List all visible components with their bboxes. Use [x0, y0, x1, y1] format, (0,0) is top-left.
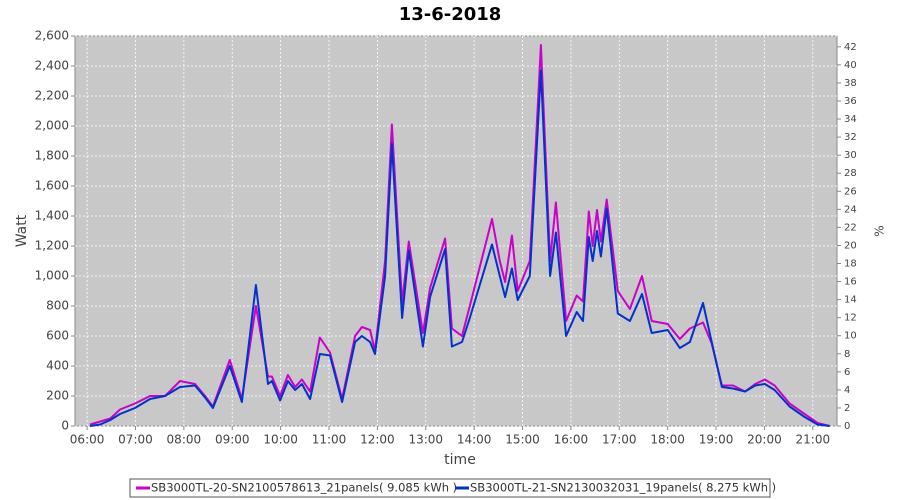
y-tick-label: 1,200 — [35, 239, 69, 253]
y-tick-label: 1,400 — [35, 209, 69, 223]
x-tick-label: 10:00 — [263, 433, 298, 447]
y2-tick-label: 10 — [844, 331, 857, 342]
y2-tick-label: 36 — [844, 96, 857, 107]
x-tick-label: 14:00 — [457, 433, 492, 447]
y-tick-label: 200 — [46, 389, 69, 403]
y2-tick-label: 0 — [844, 421, 850, 432]
y2-tick-label: 14 — [844, 295, 857, 306]
chart-title: 13-6-2018 — [399, 4, 502, 25]
x-tick-label: 08:00 — [167, 433, 202, 447]
y2-tick-label: 38 — [844, 78, 857, 89]
x-tick-label: 20:00 — [747, 433, 782, 447]
y2-axis-label: % — [873, 225, 887, 236]
y-tick-label: 2,000 — [35, 119, 69, 133]
x-tick-label: 11:00 — [312, 433, 347, 447]
y2-tick-label: 26 — [844, 186, 857, 197]
y2-tick-label: 4 — [844, 385, 850, 396]
y-tick-label: 0 — [61, 419, 69, 433]
y-tick-label: 2,200 — [35, 89, 69, 103]
x-tick-label: 13:00 — [408, 433, 443, 447]
x-tick-label: 06:00 — [70, 433, 105, 447]
y2-tick-label: 32 — [844, 132, 857, 143]
y-tick-label: 1,800 — [35, 149, 69, 163]
x-tick-label: 15:00 — [505, 433, 540, 447]
y2-tick-label: 8 — [844, 349, 850, 360]
y2-tick-label: 6 — [844, 367, 850, 378]
y2-tick-label: 34 — [844, 114, 857, 125]
y2-tick-label: 42 — [844, 42, 857, 53]
x-tick-label: 12:00 — [360, 433, 395, 447]
x-tick-label: 21:00 — [796, 433, 831, 447]
y-tick-label: 400 — [46, 359, 69, 373]
y2-tick-label: 2 — [844, 403, 850, 414]
y-tick-label: 1,000 — [35, 269, 69, 283]
y2-tick-label: 22 — [844, 222, 857, 233]
y2-tick-label: 24 — [844, 204, 857, 215]
y-tick-label: 1,600 — [35, 179, 69, 193]
series-line — [89, 69, 830, 427]
x-tick-label: 19:00 — [699, 433, 734, 447]
plot-area — [74, 35, 838, 427]
x-tick-label: 09:00 — [215, 433, 250, 447]
y-tick-label: 2,600 — [35, 29, 69, 43]
y-tick-label: 2,400 — [35, 59, 69, 73]
y2-tick-label: 18 — [844, 259, 857, 270]
y-axis-label: Watt — [14, 214, 30, 247]
y-tick-label: 800 — [46, 299, 69, 313]
y2-tick-label: 28 — [844, 168, 857, 179]
x-axis-label: time — [444, 452, 476, 468]
legend: SB3000TL-20-SN2100578613_21panels( 9.085… — [129, 478, 776, 498]
legend-label: SB3000TL-21-SN2130032031_19panels( 8.275… — [470, 481, 776, 495]
y2-tick-label: 20 — [844, 240, 857, 251]
x-tick-label: 17:00 — [602, 433, 637, 447]
x-tick-label: 07:00 — [118, 433, 153, 447]
y2-tick-label: 12 — [844, 313, 857, 324]
x-tick-label: 18:00 — [650, 433, 685, 447]
y2-tick-label: 16 — [844, 277, 857, 288]
x-tick-label: 16:00 — [554, 433, 589, 447]
legend-box — [129, 478, 771, 498]
legend-label: SB3000TL-20-SN2100578613_21panels( 9.085… — [151, 481, 457, 495]
y2-tick-label: 40 — [844, 60, 857, 71]
y-tick-label: 600 — [46, 329, 69, 343]
y2-tick-label: 30 — [844, 150, 857, 161]
